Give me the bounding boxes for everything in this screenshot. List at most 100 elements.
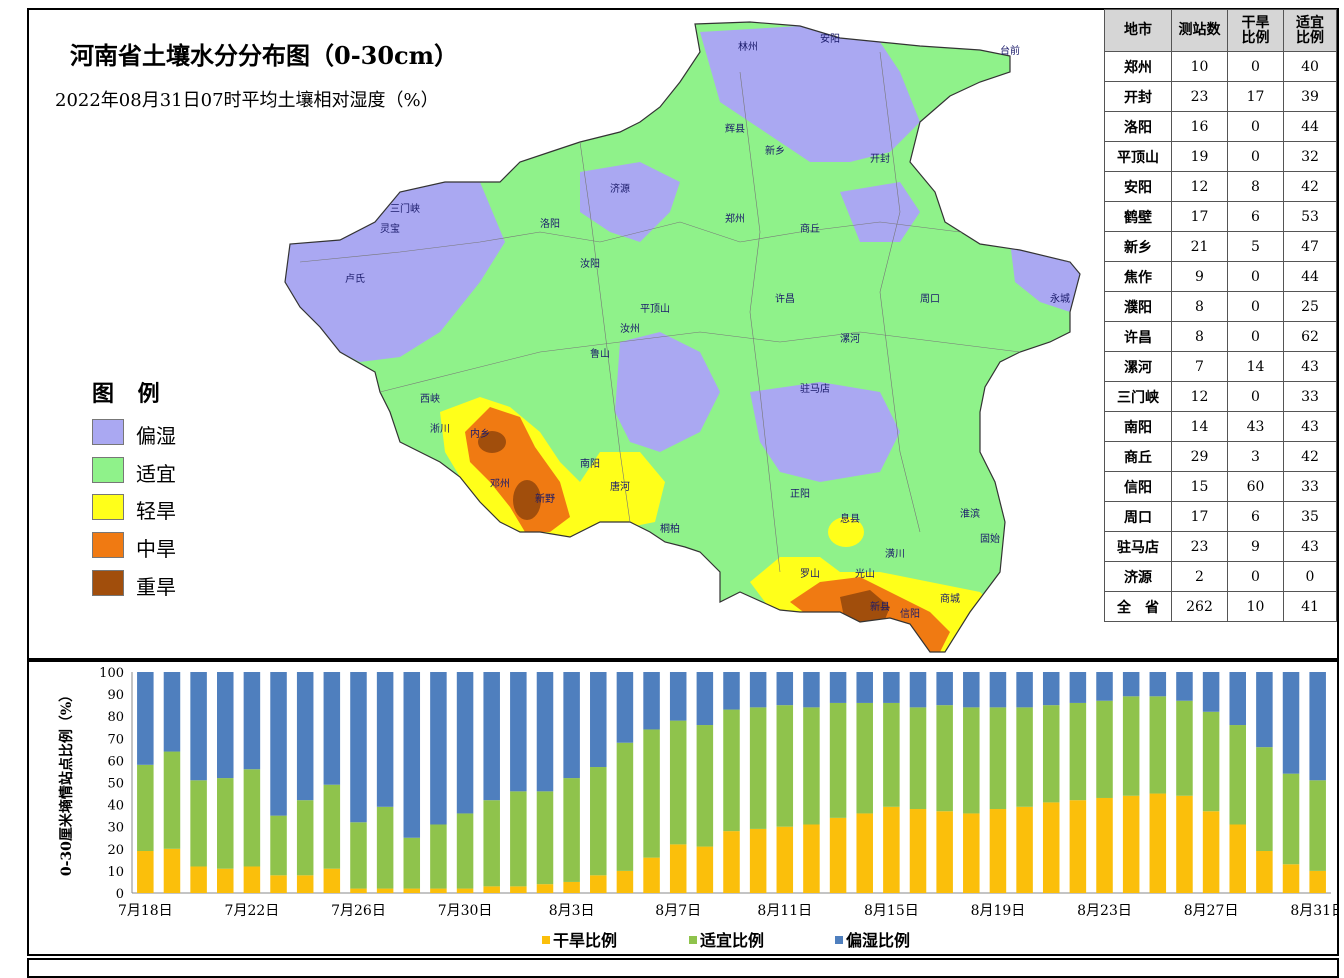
table-row: 信阳 15 60 33 [1104,471,1337,502]
bar-segment-series-2 [829,672,847,703]
x-tick-label: 8月27日 [1184,903,1239,919]
y-tick-label: 90 [107,688,124,703]
cell-station-count: 10 [1171,51,1228,82]
table-row: 濮阳 8 0 25 [1104,291,1337,322]
cell-city: 周口 [1104,501,1172,532]
x-tick-label: 7月18日 [118,903,173,919]
map-place-label: 桐柏 [660,522,680,535]
bar-segment-series-2 [163,672,181,752]
bar-segment-series-1 [296,800,314,876]
map-place-label: 邓州 [490,478,510,490]
bar-segment-series-2 [1096,672,1113,701]
bar-segment-series-0 [430,888,447,893]
map-place-label: 汝州 [620,322,640,335]
cell-suitable-ratio: 33 [1283,471,1337,502]
page-title: 河南省土壤水分分布图（0-30cm） [70,41,459,70]
bar-segment-series-1 [350,822,367,889]
cell-station-count: 19 [1171,141,1228,172]
cell-station-count: 16 [1171,111,1228,142]
legend-label-light-drought: 轻旱 [136,499,176,523]
bar-segment-series-1 [1229,725,1246,825]
table-row: 洛阳 16 0 44 [1104,111,1337,142]
legend-swatch-series-0 [542,936,550,944]
map-place-label: 罗山 [800,568,820,580]
cell-drought-ratio: 17 [1227,81,1284,112]
cell-drought-ratio: 10 [1227,591,1284,622]
cell-city: 南阳 [1104,411,1172,442]
bar-segment-series-0 [1229,824,1246,893]
bar-segment-series-1 [883,702,900,807]
cell-station-count: 8 [1171,321,1228,352]
bar-segment-series-1 [936,705,953,812]
cell-drought-ratio: 0 [1227,111,1284,142]
table-row: 郑州 10 0 40 [1104,51,1337,82]
table-row: 安阳 12 8 42 [1104,171,1337,202]
bar-segment-series-2 [909,672,927,708]
map-place-label: 内乡 [470,427,490,440]
table-row: 开封 23 17 39 [1104,81,1337,112]
legend-swatch-series-2 [835,936,843,944]
bar-segment-series-0 [616,870,634,893]
map-place-label: 商丘 [800,222,820,235]
bar-segment-series-0 [989,809,1007,893]
table-row: 全 省 262 10 41 [1104,591,1337,622]
cell-drought-ratio: 3 [1227,441,1284,472]
bar-segment-series-0 [1309,870,1326,893]
bottom-border [27,958,1339,978]
legend-label-moderate-drought: 中旱 [136,537,176,561]
bar-segment-series-2 [1069,672,1087,703]
cell-city: 郑州 [1104,51,1172,82]
legend-swatch-wet [92,419,124,445]
cell-drought-ratio: 43 [1227,411,1284,442]
bar-segment-series-2 [669,672,687,721]
bar-segment-series-1 [137,764,154,852]
bar-segment-series-0 [1202,811,1220,893]
map-panel [27,8,1339,660]
x-tick-label: 8月19日 [971,903,1026,919]
cell-city: 全 省 [1104,591,1172,622]
legend-swatch-suitable [92,457,124,483]
cell-suitable-ratio: 0 [1283,561,1337,592]
cell-drought-ratio: 6 [1227,201,1284,232]
bar-segment-series-1 [1176,700,1193,796]
bar-segment-series-2 [989,672,1007,708]
y-tick-label: 100 [99,666,124,681]
moisture-ratio-chart: 0 10 20 30 40 50 60 70 80 90 100 7月18日 7月22日 7月26日 7月… [58,666,1339,950]
bar-segment-series-2 [296,672,314,801]
bar-segment-series-2 [1229,672,1246,726]
x-tick-label: 8月31日 [1290,903,1339,919]
bar-segment-series-2 [723,672,740,710]
cell-station-count: 9 [1171,261,1228,292]
bar-segment-series-0 [643,857,660,893]
bar-segment-series-0 [190,866,207,893]
chart-y-axis-label: 0-30厘米墒情站点比例（%） [58,688,75,876]
bar-segment-series-1 [963,707,980,814]
cell-station-count: 21 [1171,231,1228,262]
bar-segment-series-0 [1256,851,1273,893]
bar-segment-series-2 [270,672,287,816]
cell-city: 安阳 [1104,171,1172,202]
map-place-label: 辉县 [725,123,745,135]
bar-segment-series-2 [376,672,394,807]
map-place-label: 永城 [1050,292,1070,305]
bar-segment-series-2 [856,672,873,703]
bar-segment-series-1 [430,824,447,889]
map-place-label: 新县 [870,600,890,613]
bar-segment-series-1 [270,815,287,876]
map-place-label: 南阳 [580,457,600,470]
bar-segment-series-0 [883,806,900,893]
map-place-label: 淅川 [430,423,450,435]
legend-swatch-moderate-drought [92,532,124,558]
bar-segment-series-1 [909,707,927,810]
bar-segment-series-2 [1282,672,1300,774]
bar-segment-series-0 [1282,864,1300,893]
cell-city: 鹤壁 [1104,201,1172,232]
bar-segment-series-2 [190,672,207,781]
bar-segment-series-0 [563,881,580,893]
bar-segment-series-2 [217,672,234,779]
bar-segment-series-1 [696,725,714,847]
bar-segment-series-1 [803,707,820,825]
map-place-label: 汝阳 [580,257,600,270]
y-tick-label: 10 [107,865,124,880]
bar-segment-series-1 [1256,747,1273,852]
